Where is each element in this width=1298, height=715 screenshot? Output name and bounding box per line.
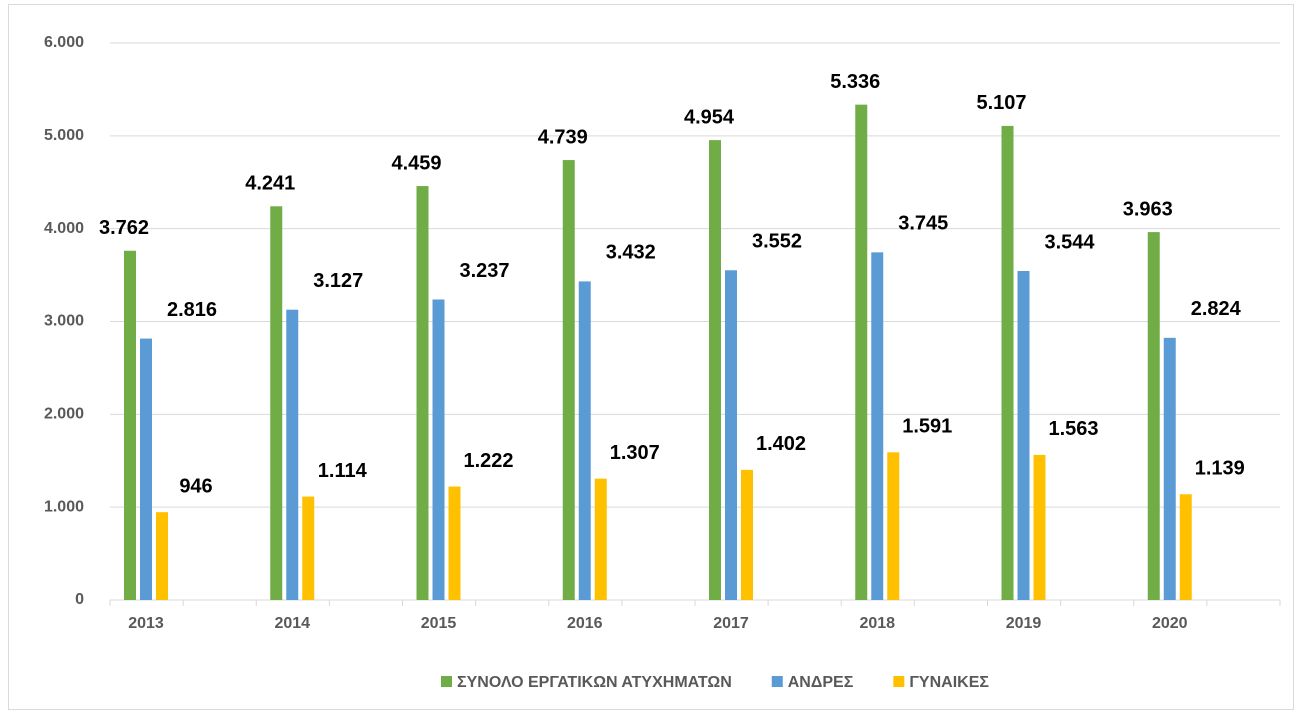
bar — [887, 452, 900, 600]
data-label: 4.739 — [538, 126, 588, 148]
data-label: 3.544 — [1044, 231, 1095, 253]
y-tick-label: 2.000 — [44, 406, 84, 423]
bar — [270, 206, 283, 601]
bar — [286, 309, 299, 600]
bar — [448, 486, 461, 600]
bar — [1163, 337, 1176, 600]
legend-swatch — [771, 676, 783, 687]
y-tick-label: 0 — [75, 591, 84, 608]
data-label: 1.114 — [318, 460, 368, 482]
bar — [855, 104, 868, 601]
bar — [594, 478, 607, 600]
y-tick-label: 1.000 — [44, 498, 84, 515]
data-label: 1.139 — [1195, 458, 1245, 480]
x-tick-label: 2018 — [859, 615, 895, 632]
bar — [741, 469, 753, 600]
data-label: 3.552 — [752, 231, 802, 253]
bar — [562, 160, 575, 600]
x-tick-label: 2020 — [1152, 615, 1188, 632]
data-label: 2.816 — [167, 299, 217, 321]
bar — [578, 281, 591, 600]
data-label: 5.107 — [976, 92, 1026, 114]
x-tick-label: 2015 — [421, 615, 457, 632]
data-label: 4.954 — [684, 106, 735, 128]
bar — [1017, 270, 1030, 600]
legend-label: ΣΥΝΟΛΟ ΕΡΓΑΤΙΚΩΝ ΑΤΥΧΗΜΑΤΩΝ — [457, 674, 732, 691]
bar — [725, 270, 737, 600]
legend-swatch — [441, 676, 453, 687]
data-label: 1.591 — [902, 416, 952, 438]
legend-swatch — [893, 676, 905, 687]
bar — [871, 252, 884, 600]
data-label: 4.241 — [245, 173, 295, 195]
bar — [302, 496, 315, 600]
data-label: 3.432 — [606, 242, 656, 264]
y-tick-label: 3.000 — [44, 313, 84, 330]
data-label: 3.745 — [898, 213, 948, 235]
data-label: 4.459 — [391, 152, 441, 174]
y-tick-label: 5.000 — [44, 127, 84, 144]
data-label: 1.563 — [1048, 418, 1098, 440]
legend-label: ΑΝΔΡΕΣ — [788, 674, 854, 691]
bar — [1001, 125, 1014, 600]
bar — [1033, 454, 1046, 600]
x-tick-label: 2017 — [713, 615, 749, 632]
x-tick-label: 2014 — [274, 615, 310, 632]
x-tick-label: 2013 — [128, 615, 164, 632]
bar — [709, 140, 721, 600]
bar — [416, 186, 429, 601]
legend-label: ΓΥΝΑΙΚΕΣ — [909, 674, 989, 691]
x-tick-label: 2016 — [567, 615, 603, 632]
bar — [124, 250, 136, 601]
data-label: 3.762 — [99, 217, 149, 239]
data-label: 3.963 — [1123, 198, 1173, 220]
data-label: 946 — [179, 475, 212, 497]
data-label: 3.127 — [313, 270, 363, 292]
chart-border — [8, 4, 1294, 710]
bar — [1179, 494, 1192, 600]
bar — [156, 512, 168, 600]
bar — [140, 338, 152, 600]
x-tick-label: 2019 — [1006, 615, 1042, 632]
data-label: 1.222 — [463, 450, 513, 472]
data-label: 5.336 — [830, 71, 880, 93]
bar — [432, 299, 445, 600]
bar — [1147, 232, 1160, 600]
data-label: 1.307 — [610, 442, 660, 464]
data-label: 3.237 — [459, 260, 509, 282]
y-tick-label: 4.000 — [44, 220, 84, 237]
y-tick-label: 6.000 — [44, 34, 84, 51]
data-label: 1.402 — [756, 433, 806, 455]
data-label: 2.824 — [1191, 298, 1242, 320]
